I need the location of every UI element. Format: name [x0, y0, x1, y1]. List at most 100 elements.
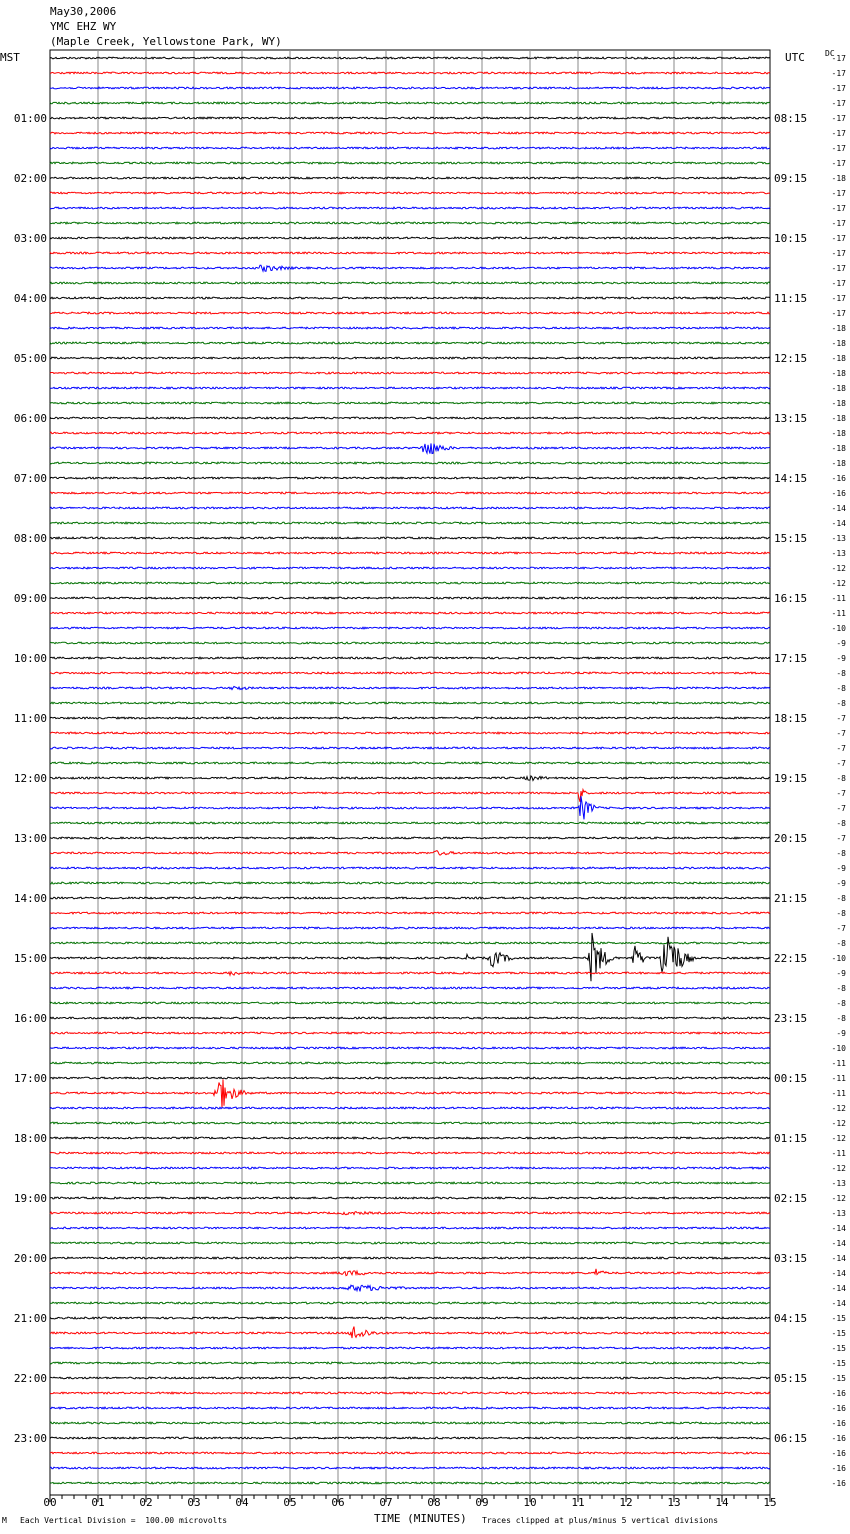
dc-offset-label: -9 — [836, 654, 846, 663]
dc-offset-label: -16 — [832, 489, 847, 498]
dc-offset-label: -17 — [832, 309, 847, 318]
dc-offset-label: -14 — [832, 1299, 847, 1308]
dc-offset-label: -7 — [836, 759, 846, 768]
trace-row — [49, 926, 771, 930]
mst-hour-label: 11:00 — [14, 712, 47, 725]
x-tick-label: 09 — [475, 1496, 488, 1509]
trace-row — [49, 596, 771, 600]
dc-offset-label: -14 — [832, 504, 847, 513]
left-timezone-label: MST — [0, 51, 20, 64]
dc-offset-label: -17 — [832, 219, 847, 228]
dc-offset-label: -13 — [832, 1209, 847, 1218]
trace-row — [49, 131, 771, 135]
dc-offset-label: -9 — [836, 1029, 846, 1038]
dc-offset-label: -15 — [832, 1314, 847, 1323]
utc-hour-label: 22:15 — [774, 952, 807, 965]
dc-offset-label: -17 — [832, 204, 847, 213]
clip-note: Traces clipped at plus/minus 5 vertical … — [482, 1516, 719, 1525]
trace-row — [49, 656, 771, 660]
dc-offset-label: -17 — [832, 114, 847, 123]
trace-row — [49, 461, 771, 466]
dc-offset-label: -10 — [832, 954, 847, 963]
utc-hour-label: 16:15 — [774, 592, 807, 605]
x-tick-label: 05 — [283, 1496, 296, 1509]
mst-hour-label: 02:00 — [14, 172, 47, 185]
trace-row — [49, 932, 771, 982]
mst-hour-label: 08:00 — [14, 532, 47, 545]
utc-hour-label: 18:15 — [774, 712, 807, 725]
mst-hour-label: 22:00 — [14, 1372, 47, 1385]
dc-offset-label: -12 — [832, 564, 847, 573]
dc-offset-label: -12 — [832, 579, 847, 588]
trace-row — [49, 1451, 771, 1455]
dc-offset-label: -8 — [836, 1014, 846, 1023]
dc-offset-label: -17 — [832, 264, 847, 273]
trace-row — [49, 371, 771, 375]
trace-row — [49, 281, 771, 285]
dc-offset-label: -14 — [832, 1224, 847, 1233]
trace-row — [49, 1061, 771, 1065]
dc-offset-label: -18 — [832, 339, 847, 348]
trace-row — [49, 356, 771, 360]
dc-offset-label: -8 — [836, 939, 846, 948]
trace-row — [49, 1076, 771, 1080]
trace-row — [50, 86, 771, 90]
dc-offset-label: -12 — [832, 1134, 847, 1143]
trace-row — [49, 850, 771, 856]
dc-offset-label: -11 — [832, 1074, 847, 1083]
x-tick-label: 11 — [571, 1496, 584, 1509]
dc-offset-label: -14 — [832, 1254, 847, 1263]
trace-row — [49, 521, 771, 525]
dc-offset-label: -12 — [832, 1194, 847, 1203]
trace-row — [49, 506, 771, 510]
dc-offset-label: -18 — [832, 399, 847, 408]
utc-hour-label: 12:15 — [774, 352, 807, 365]
dc-offset-label: -13 — [832, 1179, 847, 1188]
dc-offset-label: -14 — [832, 1239, 847, 1248]
corner-mark: M — [2, 1516, 7, 1525]
utc-hour-label: 08:15 — [774, 112, 807, 125]
trace-row — [49, 146, 771, 150]
dc-offset-label: -16 — [832, 1389, 847, 1398]
dc-offset-label: -10 — [832, 624, 847, 633]
dc-offset-label: -8 — [836, 699, 846, 708]
scale-note: Each Vertical Division = 100.00 microvol… — [20, 1516, 228, 1525]
utc-hour-label: 13:15 — [774, 412, 807, 425]
x-tick-label: 03 — [187, 1496, 200, 1509]
dc-header-label: DC — [825, 49, 835, 58]
dc-offset-label: -9 — [836, 864, 846, 873]
utc-hour-label: 03:15 — [774, 1252, 807, 1265]
utc-hour-label: 01:15 — [774, 1132, 807, 1145]
dc-offset-label: -18 — [832, 414, 847, 423]
mst-hour-label: 07:00 — [14, 472, 47, 485]
trace-row — [49, 296, 771, 300]
trace-row — [49, 221, 771, 225]
dc-offset-label: -7 — [836, 744, 846, 753]
mst-hour-label: 05:00 — [14, 352, 47, 365]
mst-hour-label: 23:00 — [14, 1432, 47, 1445]
trace-row — [49, 1121, 771, 1125]
utc-hour-label: 17:15 — [774, 652, 807, 665]
right-timezone-label: UTC — [785, 51, 805, 64]
mst-hour-label: 15:00 — [14, 952, 47, 965]
dc-offset-label: -17 — [832, 99, 847, 108]
trace-row — [49, 1421, 771, 1425]
dc-offset-label: -11 — [832, 1149, 847, 1158]
utc-hour-label: 04:15 — [774, 1312, 807, 1325]
mst-hour-label: 14:00 — [14, 892, 47, 905]
trace-row — [49, 1196, 771, 1200]
mst-hour-label: 06:00 — [14, 412, 47, 425]
utc-hour-label: 06:15 — [774, 1432, 807, 1445]
dc-offset-label: -8 — [836, 819, 846, 828]
dc-offset-label: -15 — [832, 1344, 847, 1353]
trace-row — [49, 326, 771, 330]
dc-offset-label: -9 — [836, 639, 846, 648]
mst-hour-label: 12:00 — [14, 772, 47, 785]
dc-offset-label: -8 — [836, 684, 846, 693]
trace-row — [49, 101, 771, 105]
dc-offset-label: -16 — [832, 1464, 847, 1473]
x-tick-label: 14 — [715, 1496, 729, 1509]
dc-offset-label: -11 — [832, 609, 847, 618]
x-tick-label: 12 — [619, 1496, 632, 1509]
trace-row — [49, 1001, 771, 1005]
